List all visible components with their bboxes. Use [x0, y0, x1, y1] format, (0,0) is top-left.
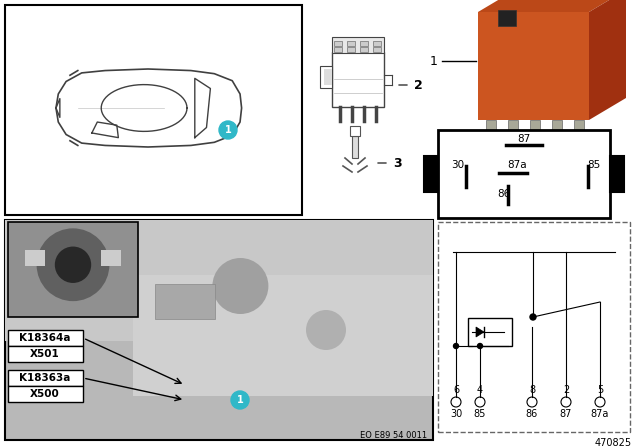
- Bar: [324, 69, 332, 85]
- Bar: [25, 250, 45, 266]
- Bar: [610, 156, 624, 192]
- Bar: [352, 136, 358, 158]
- Text: 87a: 87a: [508, 160, 527, 170]
- Circle shape: [55, 246, 92, 283]
- Bar: [334, 40, 342, 46]
- Bar: [332, 52, 384, 107]
- Bar: [133, 275, 433, 396]
- Circle shape: [475, 397, 485, 407]
- Bar: [438, 222, 630, 432]
- Bar: [373, 40, 381, 46]
- Bar: [8, 346, 83, 362]
- Text: 1: 1: [237, 395, 243, 405]
- Bar: [347, 47, 355, 52]
- Bar: [574, 120, 584, 147]
- Bar: [8, 386, 83, 402]
- Circle shape: [530, 314, 536, 320]
- Text: 87: 87: [517, 134, 531, 144]
- Bar: [320, 66, 332, 88]
- Bar: [508, 120, 518, 147]
- Polygon shape: [589, 0, 626, 120]
- Text: 30: 30: [451, 160, 465, 170]
- Polygon shape: [478, 0, 626, 12]
- Bar: [5, 220, 433, 341]
- Circle shape: [451, 397, 461, 407]
- Bar: [360, 47, 368, 52]
- Text: X501: X501: [30, 349, 60, 359]
- Bar: [101, 250, 121, 266]
- Bar: [478, 12, 589, 120]
- Text: K18364a: K18364a: [19, 333, 71, 343]
- Polygon shape: [476, 327, 484, 337]
- Bar: [424, 156, 438, 192]
- Text: X500: X500: [30, 389, 60, 399]
- Text: 86: 86: [498, 189, 511, 199]
- Circle shape: [527, 397, 537, 407]
- Text: 87a: 87a: [591, 409, 609, 419]
- Circle shape: [454, 344, 458, 349]
- Text: 86: 86: [526, 409, 538, 419]
- Bar: [347, 40, 355, 46]
- Text: 85: 85: [588, 160, 600, 170]
- Text: 5: 5: [597, 385, 603, 395]
- Text: 1: 1: [430, 55, 438, 68]
- Bar: [8, 370, 83, 386]
- Text: 30: 30: [450, 409, 462, 419]
- Text: K18363a: K18363a: [19, 373, 70, 383]
- Bar: [552, 120, 562, 147]
- Bar: [373, 47, 381, 52]
- Text: 2: 2: [414, 78, 423, 91]
- Bar: [8, 330, 83, 346]
- Text: 87: 87: [560, 409, 572, 419]
- Text: 4: 4: [477, 385, 483, 395]
- Text: EO E89 54 0011: EO E89 54 0011: [360, 431, 427, 440]
- Circle shape: [219, 121, 237, 139]
- Bar: [8, 222, 138, 317]
- Circle shape: [231, 391, 249, 409]
- Bar: [5, 5, 302, 215]
- Text: 6: 6: [453, 385, 459, 395]
- Bar: [360, 40, 368, 46]
- Bar: [155, 284, 215, 319]
- Circle shape: [212, 258, 268, 314]
- Circle shape: [477, 344, 483, 349]
- Text: 1: 1: [225, 125, 232, 135]
- Text: 3: 3: [393, 156, 402, 169]
- Bar: [334, 47, 342, 52]
- Circle shape: [36, 228, 109, 301]
- Bar: [438, 130, 610, 218]
- Bar: [498, 10, 516, 26]
- Bar: [350, 126, 360, 136]
- Bar: [5, 220, 433, 440]
- Bar: [332, 37, 384, 53]
- Bar: [530, 120, 540, 147]
- Bar: [486, 120, 496, 147]
- Circle shape: [306, 310, 346, 350]
- Text: 8: 8: [529, 385, 535, 395]
- Circle shape: [561, 397, 571, 407]
- Circle shape: [595, 397, 605, 407]
- Text: 470825: 470825: [595, 438, 632, 448]
- Text: 2: 2: [563, 385, 569, 395]
- Bar: [468, 318, 512, 346]
- Text: 85: 85: [474, 409, 486, 419]
